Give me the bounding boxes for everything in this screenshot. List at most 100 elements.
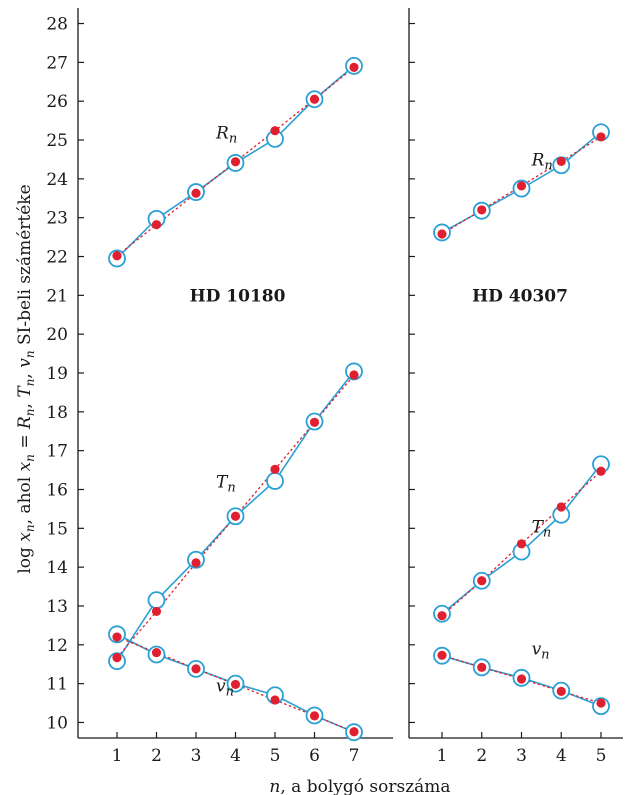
y-tick-label: 18 <box>46 403 68 423</box>
observed-point <box>596 698 606 708</box>
y-tick-label: 28 <box>46 15 68 35</box>
x-axis-label-part: , a bolygó sorszáma <box>280 777 450 795</box>
series-label-subscript: n <box>543 525 551 540</box>
y-axis-label-part: n <box>23 379 37 387</box>
observed-point <box>309 417 320 427</box>
series-v-n: vn <box>433 640 610 716</box>
x-tick-label: 5 <box>270 746 281 766</box>
observed-point <box>191 664 201 674</box>
observed-point <box>477 576 487 586</box>
model-point <box>147 591 166 610</box>
y-axis-label: log xn, ahol xn = Rn, Tn, vn SI-beli szá… <box>15 184 37 573</box>
observed-point <box>516 181 527 191</box>
y-tick-label: 15 <box>46 519 68 539</box>
series-t-n: Tn <box>433 455 610 623</box>
y-tick-label: 26 <box>46 92 68 112</box>
y-tick-label: 11 <box>46 675 68 695</box>
observed-point <box>191 188 201 198</box>
observed-point <box>516 539 527 549</box>
observed-point <box>230 511 241 521</box>
observed-point <box>230 679 241 690</box>
x-tick-label: 1 <box>437 746 448 766</box>
observed-point <box>437 650 447 660</box>
series-v-n: vn <box>108 625 363 742</box>
observed-point <box>309 711 320 721</box>
y-tick-label: 16 <box>46 480 68 500</box>
observed-point <box>230 157 241 167</box>
observed-point <box>349 62 359 73</box>
series-label: Tn <box>532 517 552 540</box>
series-label-subscript: n <box>229 131 237 146</box>
y-axis-label-part: T <box>15 385 35 398</box>
series-label-symbol: R <box>215 123 229 143</box>
y-axis-label-part: , <box>15 368 35 379</box>
y-axis-label-part: SI-beli számértéke <box>15 184 35 350</box>
observed-point <box>477 205 487 215</box>
series-label-subscript: n <box>541 648 549 663</box>
observed-point <box>112 653 122 663</box>
observed-line <box>441 136 602 235</box>
y-axis-label-part: n <box>23 454 37 462</box>
observed-point <box>596 132 606 142</box>
x-tick-label: 3 <box>191 746 202 766</box>
y-axis-label-part: , <box>15 398 35 409</box>
series-label-symbol: v <box>532 640 542 660</box>
x-tick-label: 2 <box>476 746 487 766</box>
series-label: Rn <box>215 123 237 146</box>
x-tick-label: 4 <box>556 746 567 766</box>
y-tick-label: 19 <box>46 364 68 384</box>
y-tick-label: 25 <box>46 131 68 151</box>
series-r-n: Rn <box>433 123 610 242</box>
series-label: Rn <box>531 150 553 173</box>
y-tick-label: 24 <box>46 170 68 190</box>
observed-point <box>112 632 122 642</box>
y-tick-label: 27 <box>46 53 68 73</box>
series-label-symbol: R <box>531 150 545 170</box>
y-tick-label: 21 <box>46 286 68 306</box>
series-label: vn <box>532 640 550 663</box>
y-tick-label: 14 <box>46 558 68 578</box>
series-label-symbol: v <box>216 677 226 697</box>
observed-point <box>596 466 606 476</box>
y-axis-label-part: n <box>23 350 37 358</box>
observed-point <box>151 220 162 230</box>
observed-point <box>270 695 280 705</box>
x-tick-label: 7 <box>349 746 360 766</box>
observed-point <box>437 611 447 621</box>
y-tick-label: 17 <box>46 442 68 462</box>
x-axis-label: n, a bolygó sorszáma <box>269 777 450 795</box>
x-tick-label: 3 <box>516 746 527 766</box>
observed-point <box>151 606 162 617</box>
series-label-subscript: n <box>226 685 234 700</box>
x-tick-label: 2 <box>151 746 162 766</box>
observed-point <box>477 662 487 672</box>
observed-point <box>556 156 566 166</box>
series-label-symbol: T <box>216 473 229 493</box>
panel-title: HD 40307 <box>472 286 568 306</box>
observed-point <box>191 558 201 568</box>
y-axis-label-part: n <box>23 408 37 416</box>
series-label-subscript: n <box>544 158 552 173</box>
panel-title: HD 10180 <box>190 286 286 306</box>
y-axis-label-part: = <box>15 429 35 454</box>
x-tick-label: 6 <box>309 746 320 766</box>
x-tick-label: 4 <box>230 746 241 766</box>
y-axis-label-part: n <box>23 524 37 532</box>
y-axis-label-part: R <box>15 416 35 430</box>
model-point <box>266 472 284 490</box>
observed-point <box>556 502 566 512</box>
series-r-n: Rn <box>108 56 363 268</box>
y-axis-label-part: , ahol <box>15 471 35 524</box>
observed-point <box>112 251 122 261</box>
y-axis-label-part: x <box>15 532 35 542</box>
model-line <box>441 463 602 615</box>
observed-point <box>556 686 566 697</box>
y-tick-label: 22 <box>46 248 68 268</box>
observed-point <box>349 727 359 737</box>
y-axis-label-part: log <box>15 542 35 574</box>
y-axis-label-part: v <box>15 358 35 368</box>
observed-point <box>516 674 527 684</box>
